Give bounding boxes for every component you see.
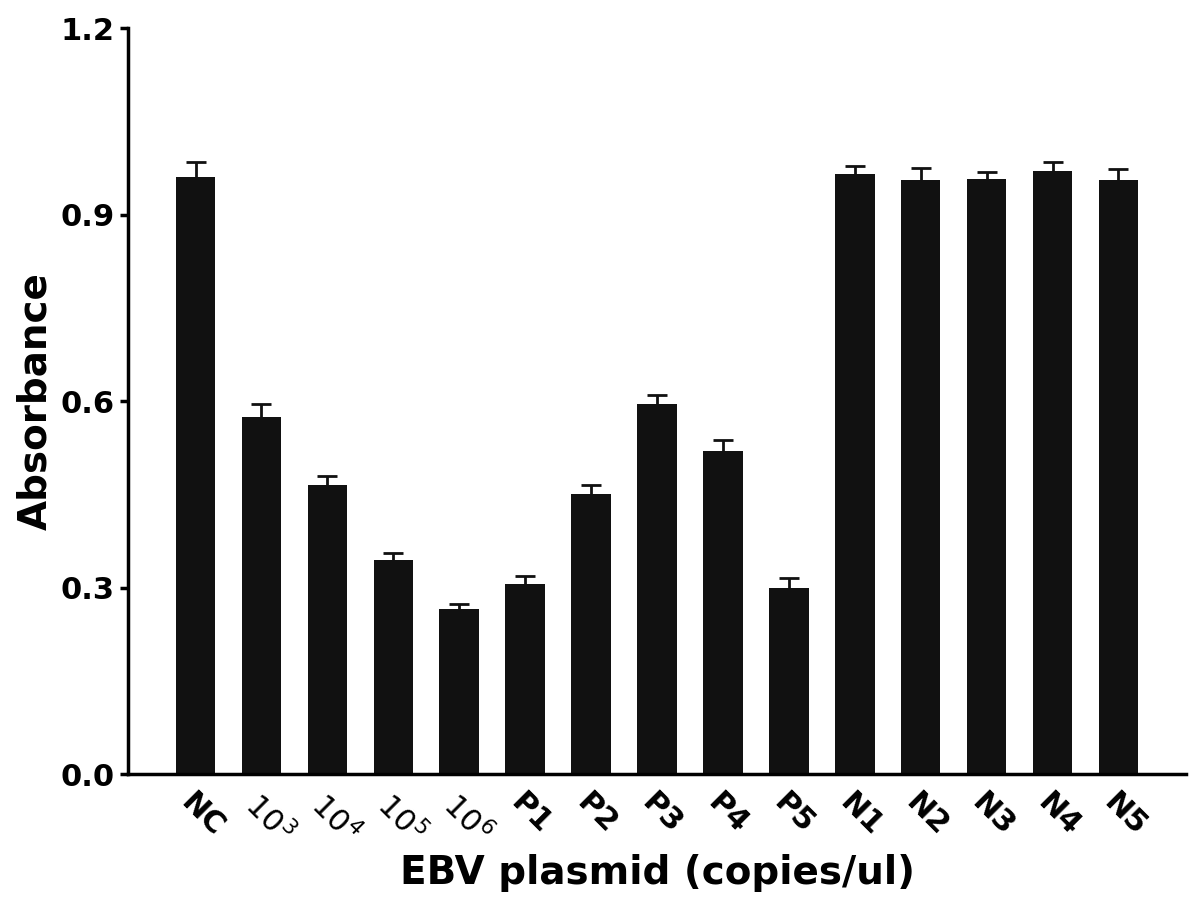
Bar bbox=[638, 405, 677, 774]
Bar bbox=[703, 451, 742, 774]
Bar bbox=[769, 587, 808, 774]
Bar bbox=[967, 178, 1007, 774]
Bar bbox=[571, 494, 611, 774]
Bar bbox=[505, 584, 545, 774]
Bar bbox=[242, 416, 282, 774]
Bar bbox=[1098, 181, 1138, 774]
Bar bbox=[176, 177, 215, 774]
Bar bbox=[308, 485, 348, 774]
X-axis label: EBV plasmid (copies/ul): EBV plasmid (copies/ul) bbox=[399, 854, 914, 893]
Bar bbox=[439, 609, 479, 774]
Bar bbox=[835, 175, 875, 774]
Bar bbox=[1032, 171, 1072, 774]
Bar bbox=[901, 181, 941, 774]
Y-axis label: Absorbance: Absorbance bbox=[17, 272, 54, 530]
Bar bbox=[374, 560, 413, 774]
